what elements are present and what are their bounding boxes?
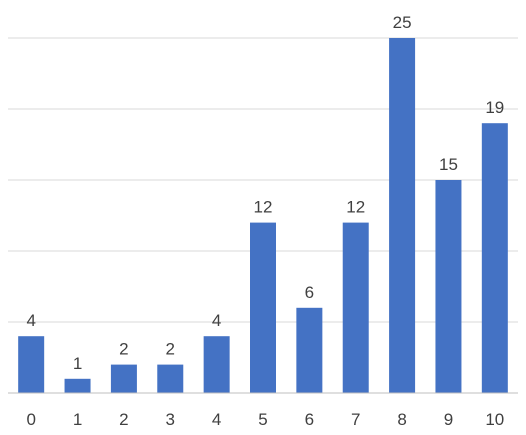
data-label-3: 2 (166, 340, 175, 359)
data-label-0: 4 (26, 311, 35, 330)
bar-4 (203, 336, 230, 393)
x-tick-labels: 0 1 2 3 4 5 6 7 8 9 10 (26, 410, 504, 429)
x-tick-label-0: 0 (26, 410, 35, 429)
bar-9 (435, 180, 462, 393)
data-label-5: 12 (254, 198, 273, 217)
x-tick-label-3: 3 (166, 410, 175, 429)
x-tick-label-2: 2 (119, 410, 128, 429)
x-tick-label-1: 1 (73, 410, 82, 429)
gridlines (8, 37, 518, 323)
x-tick-label-9: 9 (444, 410, 453, 429)
data-label-4: 4 (212, 311, 221, 330)
x-tick-label-7: 7 (351, 410, 360, 429)
bar-2 (110, 364, 137, 393)
data-label-7: 12 (346, 198, 365, 217)
bar-8 (389, 38, 416, 393)
bar-3 (157, 364, 184, 393)
bar-1 (64, 378, 91, 393)
x-tick-label-8: 8 (397, 410, 406, 429)
bar-10 (481, 123, 508, 393)
x-tick-label-5: 5 (258, 410, 267, 429)
data-label-2: 2 (119, 340, 128, 359)
data-label-10: 19 (485, 98, 504, 117)
bar-6 (296, 307, 323, 393)
x-tick-label-10: 10 (485, 410, 504, 429)
bar-5 (250, 222, 276, 393)
data-label-6: 6 (305, 283, 314, 302)
bar-0 (18, 336, 45, 393)
bar-7 (342, 222, 369, 393)
bars (18, 38, 508, 393)
data-label-9: 15 (439, 155, 458, 174)
data-label-1: 1 (73, 354, 82, 373)
data-label-8: 25 (393, 13, 412, 32)
x-tick-label-4: 4 (212, 410, 221, 429)
x-tick-label-6: 6 (305, 410, 314, 429)
